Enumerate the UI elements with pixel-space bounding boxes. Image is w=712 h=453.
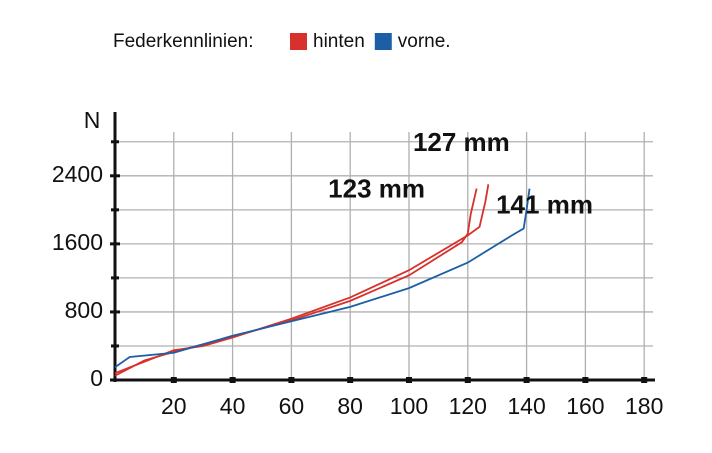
x-tick-label: 40 (220, 393, 246, 419)
y-tick-label: 800 (65, 297, 103, 323)
series-label: 141 mm (496, 189, 593, 219)
legend-swatch (290, 33, 307, 50)
series-line (114, 188, 531, 368)
y-axis-label: N (84, 107, 101, 133)
x-tick-label: 20 (161, 393, 187, 419)
x-tick-label: 80 (337, 393, 363, 419)
x-tick (464, 377, 471, 383)
legend-title: Federkennlinien: (113, 31, 253, 52)
x-tick (523, 377, 530, 383)
legend-label: vorne. (398, 31, 451, 52)
x-tick (347, 377, 354, 383)
x-tick-label: 100 (390, 393, 428, 419)
x-tick-label: 140 (507, 393, 545, 419)
y-tick-label: 1600 (52, 229, 103, 255)
legend-label: hinten (313, 31, 365, 52)
x-tick (229, 377, 236, 383)
series-label: 127 mm (413, 127, 510, 157)
x-tick (170, 377, 177, 383)
x-tick-label: 120 (449, 393, 487, 419)
x-tick (641, 377, 648, 383)
legend-swatch (374, 33, 392, 50)
series-label: 123 mm (328, 173, 425, 203)
x-tick (288, 377, 295, 383)
x-tick-label: 180 (625, 393, 663, 419)
y-tick-label: 0 (90, 365, 103, 391)
x-tick-label: 60 (279, 393, 305, 419)
x-tick (405, 377, 412, 383)
x-tick (582, 377, 589, 383)
x-tick-label: 160 (566, 393, 604, 419)
y-tick-label: 2400 (52, 161, 103, 187)
